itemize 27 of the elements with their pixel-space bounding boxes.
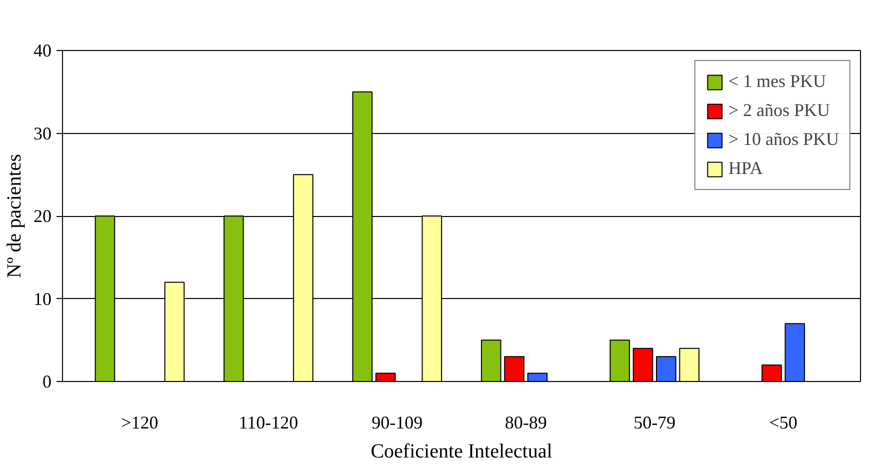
legend-label: > 2 años PKU	[728, 100, 830, 121]
bar	[375, 372, 396, 382]
legend-label: < 1 mes PKU	[728, 71, 826, 92]
x-tick-label: 110-120	[238, 412, 298, 432]
legend-label: > 10 años PKU	[728, 129, 839, 150]
bar	[504, 356, 524, 382]
bar	[527, 372, 548, 382]
x-axis-title: Coeficiente Intelectual	[370, 440, 553, 462]
x-tick-label: 80-89	[504, 412, 547, 432]
bar	[679, 348, 700, 382]
bar	[480, 340, 502, 382]
x-tick-label: >120	[121, 412, 158, 432]
x-tick-label: 50-79	[634, 412, 676, 432]
x-tick-label: <50	[769, 412, 798, 432]
y-axis-title: Nº de pacientes	[4, 154, 26, 278]
bar	[784, 323, 806, 382]
x-tick-label: 90-109	[372, 412, 423, 432]
bar	[610, 340, 630, 382]
bar	[762, 364, 782, 382]
y-tick-label: 0	[42, 372, 52, 392]
y-tick-label: 10	[34, 288, 52, 309]
y-tick-label: 40	[34, 40, 52, 60]
y-tick-label: 20	[34, 206, 52, 226]
bar	[656, 356, 676, 382]
legend-label: HPA	[728, 158, 763, 179]
y-tick-label: 30	[34, 123, 52, 144]
bar	[632, 348, 654, 382]
